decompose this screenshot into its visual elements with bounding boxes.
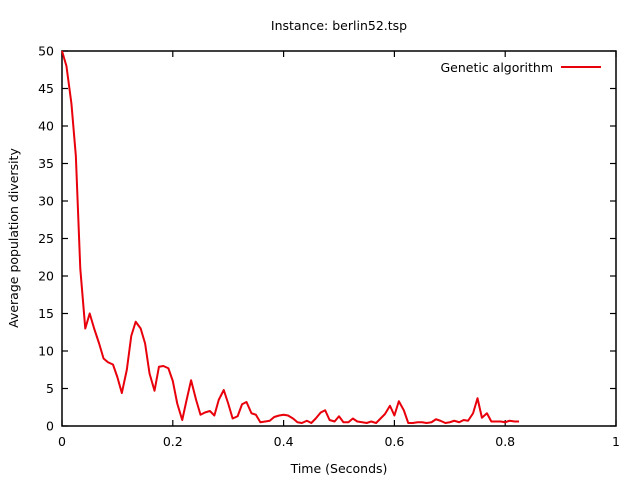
x-tick-label: 0.4: [274, 434, 294, 449]
y-tick-label: 10: [38, 344, 54, 359]
y-tick-label: 0: [46, 419, 54, 434]
y-axis-label: Average population diversity: [6, 148, 21, 328]
x-tick-label: 1: [612, 434, 620, 449]
y-tick-label: 40: [38, 119, 54, 134]
x-tick-label: 0: [58, 434, 66, 449]
plot-frame: [61, 50, 617, 427]
x-axis: 0 0.2 0.4 0.6 0.8 1: [58, 51, 620, 449]
x-axis-label: Time (Seconds): [290, 461, 388, 476]
y-tick-label: 35: [38, 156, 54, 171]
y-tick-label: 20: [38, 269, 54, 284]
y-tick-label: 5: [46, 381, 54, 396]
x-tick-label: 0.2: [163, 434, 183, 449]
legend-label: Genetic algorithm: [440, 60, 553, 75]
x-tick-label: 0.8: [495, 434, 515, 449]
y-tick-label: 15: [38, 306, 54, 321]
y-tick-label: 50: [38, 44, 54, 59]
y-tick-label: 30: [38, 194, 54, 209]
y-axis: 0 5 10 15 20 25 30 35 40 45 50: [38, 44, 616, 434]
legend: Genetic algorithm: [440, 60, 601, 75]
series-line: [61, 50, 520, 424]
y-tick-label: 45: [38, 81, 54, 96]
x-tick-label: 0.6: [384, 434, 404, 449]
chart-title: Instance: berlin52.tsp: [271, 18, 407, 33]
series-layer: [61, 50, 520, 424]
y-tick-label: 25: [38, 231, 54, 246]
